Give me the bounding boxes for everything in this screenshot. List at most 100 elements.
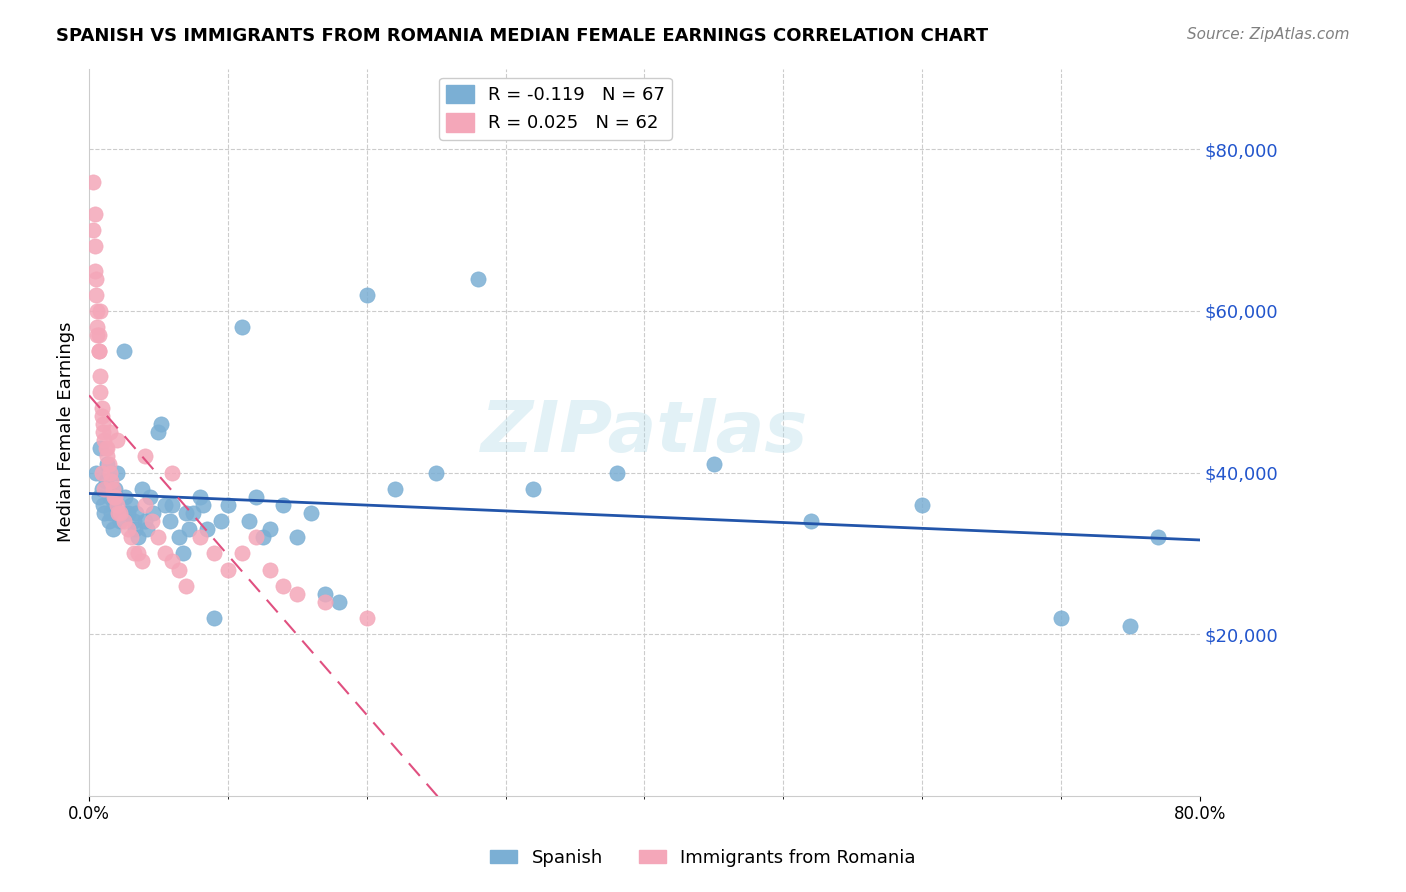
Point: [155, 498, 177, 512]
Point: [155, 546, 177, 560]
Point: [314, 587, 336, 601]
Point: [131, 482, 153, 496]
Point: [162, 498, 184, 512]
Point: [134, 514, 156, 528]
Point: [209, 514, 232, 528]
Point: [91, 498, 114, 512]
Point: [98, 425, 121, 439]
Point: [104, 490, 127, 504]
Legend: Spanish, Immigrants from Romania: Spanish, Immigrants from Romania: [482, 842, 924, 874]
Point: [101, 522, 124, 536]
Point: [105, 466, 128, 480]
Point: [259, 562, 281, 576]
Point: [91, 417, 114, 431]
Point: [273, 498, 295, 512]
Point: [285, 530, 308, 544]
Point: [139, 490, 162, 504]
Point: [1050, 611, 1073, 625]
Point: [356, 611, 378, 625]
Point: [108, 514, 131, 528]
Y-axis label: Median Female Earnings: Median Female Earnings: [58, 322, 75, 542]
Point: [245, 530, 267, 544]
Point: [84, 287, 107, 301]
Point: [87, 490, 110, 504]
Point: [127, 530, 149, 544]
Point: [136, 522, 159, 536]
Point: [87, 328, 110, 343]
Point: [90, 409, 112, 423]
Point: [105, 434, 128, 448]
Point: [217, 562, 239, 576]
Point: [188, 490, 211, 504]
Point: [93, 506, 115, 520]
Point: [169, 562, 191, 576]
Point: [191, 498, 214, 512]
Point: [231, 546, 253, 560]
Point: [104, 482, 127, 496]
Point: [89, 384, 111, 399]
Point: [86, 320, 108, 334]
Point: [117, 522, 139, 536]
Point: [114, 490, 136, 504]
Point: [120, 498, 142, 512]
Point: [93, 434, 115, 448]
Point: [84, 466, 107, 480]
Point: [245, 490, 267, 504]
Point: [1119, 619, 1142, 633]
Point: [299, 506, 322, 520]
Text: ZIPatlas: ZIPatlas: [481, 398, 808, 467]
Point: [98, 490, 121, 504]
Point: [86, 304, 108, 318]
Point: [148, 425, 170, 439]
Point: [94, 474, 117, 488]
Point: [112, 514, 135, 528]
Point: [90, 466, 112, 480]
Point: [97, 514, 120, 528]
Point: [162, 466, 184, 480]
Point: [125, 506, 148, 520]
Point: [150, 417, 173, 431]
Point: [173, 546, 195, 560]
Point: [96, 458, 118, 472]
Point: [188, 530, 211, 544]
Point: [100, 474, 122, 488]
Point: [100, 506, 122, 520]
Point: [90, 482, 112, 496]
Point: [86, 328, 108, 343]
Point: [83, 239, 105, 253]
Point: [1147, 530, 1170, 544]
Point: [169, 530, 191, 544]
Point: [134, 450, 156, 464]
Point: [467, 271, 489, 285]
Point: [606, 466, 628, 480]
Point: [522, 482, 544, 496]
Point: [98, 466, 121, 480]
Point: [273, 579, 295, 593]
Point: [231, 320, 253, 334]
Point: [82, 223, 104, 237]
Point: [122, 546, 145, 560]
Point: [84, 271, 107, 285]
Point: [91, 425, 114, 439]
Point: [93, 482, 115, 496]
Point: [120, 530, 142, 544]
Point: [107, 506, 129, 520]
Point: [96, 450, 118, 464]
Point: [911, 498, 934, 512]
Point: [356, 287, 378, 301]
Point: [328, 595, 350, 609]
Point: [96, 442, 118, 456]
Point: [89, 368, 111, 383]
Point: [141, 514, 163, 528]
Point: [142, 506, 165, 520]
Point: [87, 344, 110, 359]
Point: [202, 546, 225, 560]
Point: [82, 175, 104, 189]
Point: [90, 401, 112, 415]
Point: [703, 458, 725, 472]
Point: [103, 490, 125, 504]
Point: [108, 506, 131, 520]
Point: [89, 304, 111, 318]
Point: [195, 522, 218, 536]
Point: [94, 442, 117, 456]
